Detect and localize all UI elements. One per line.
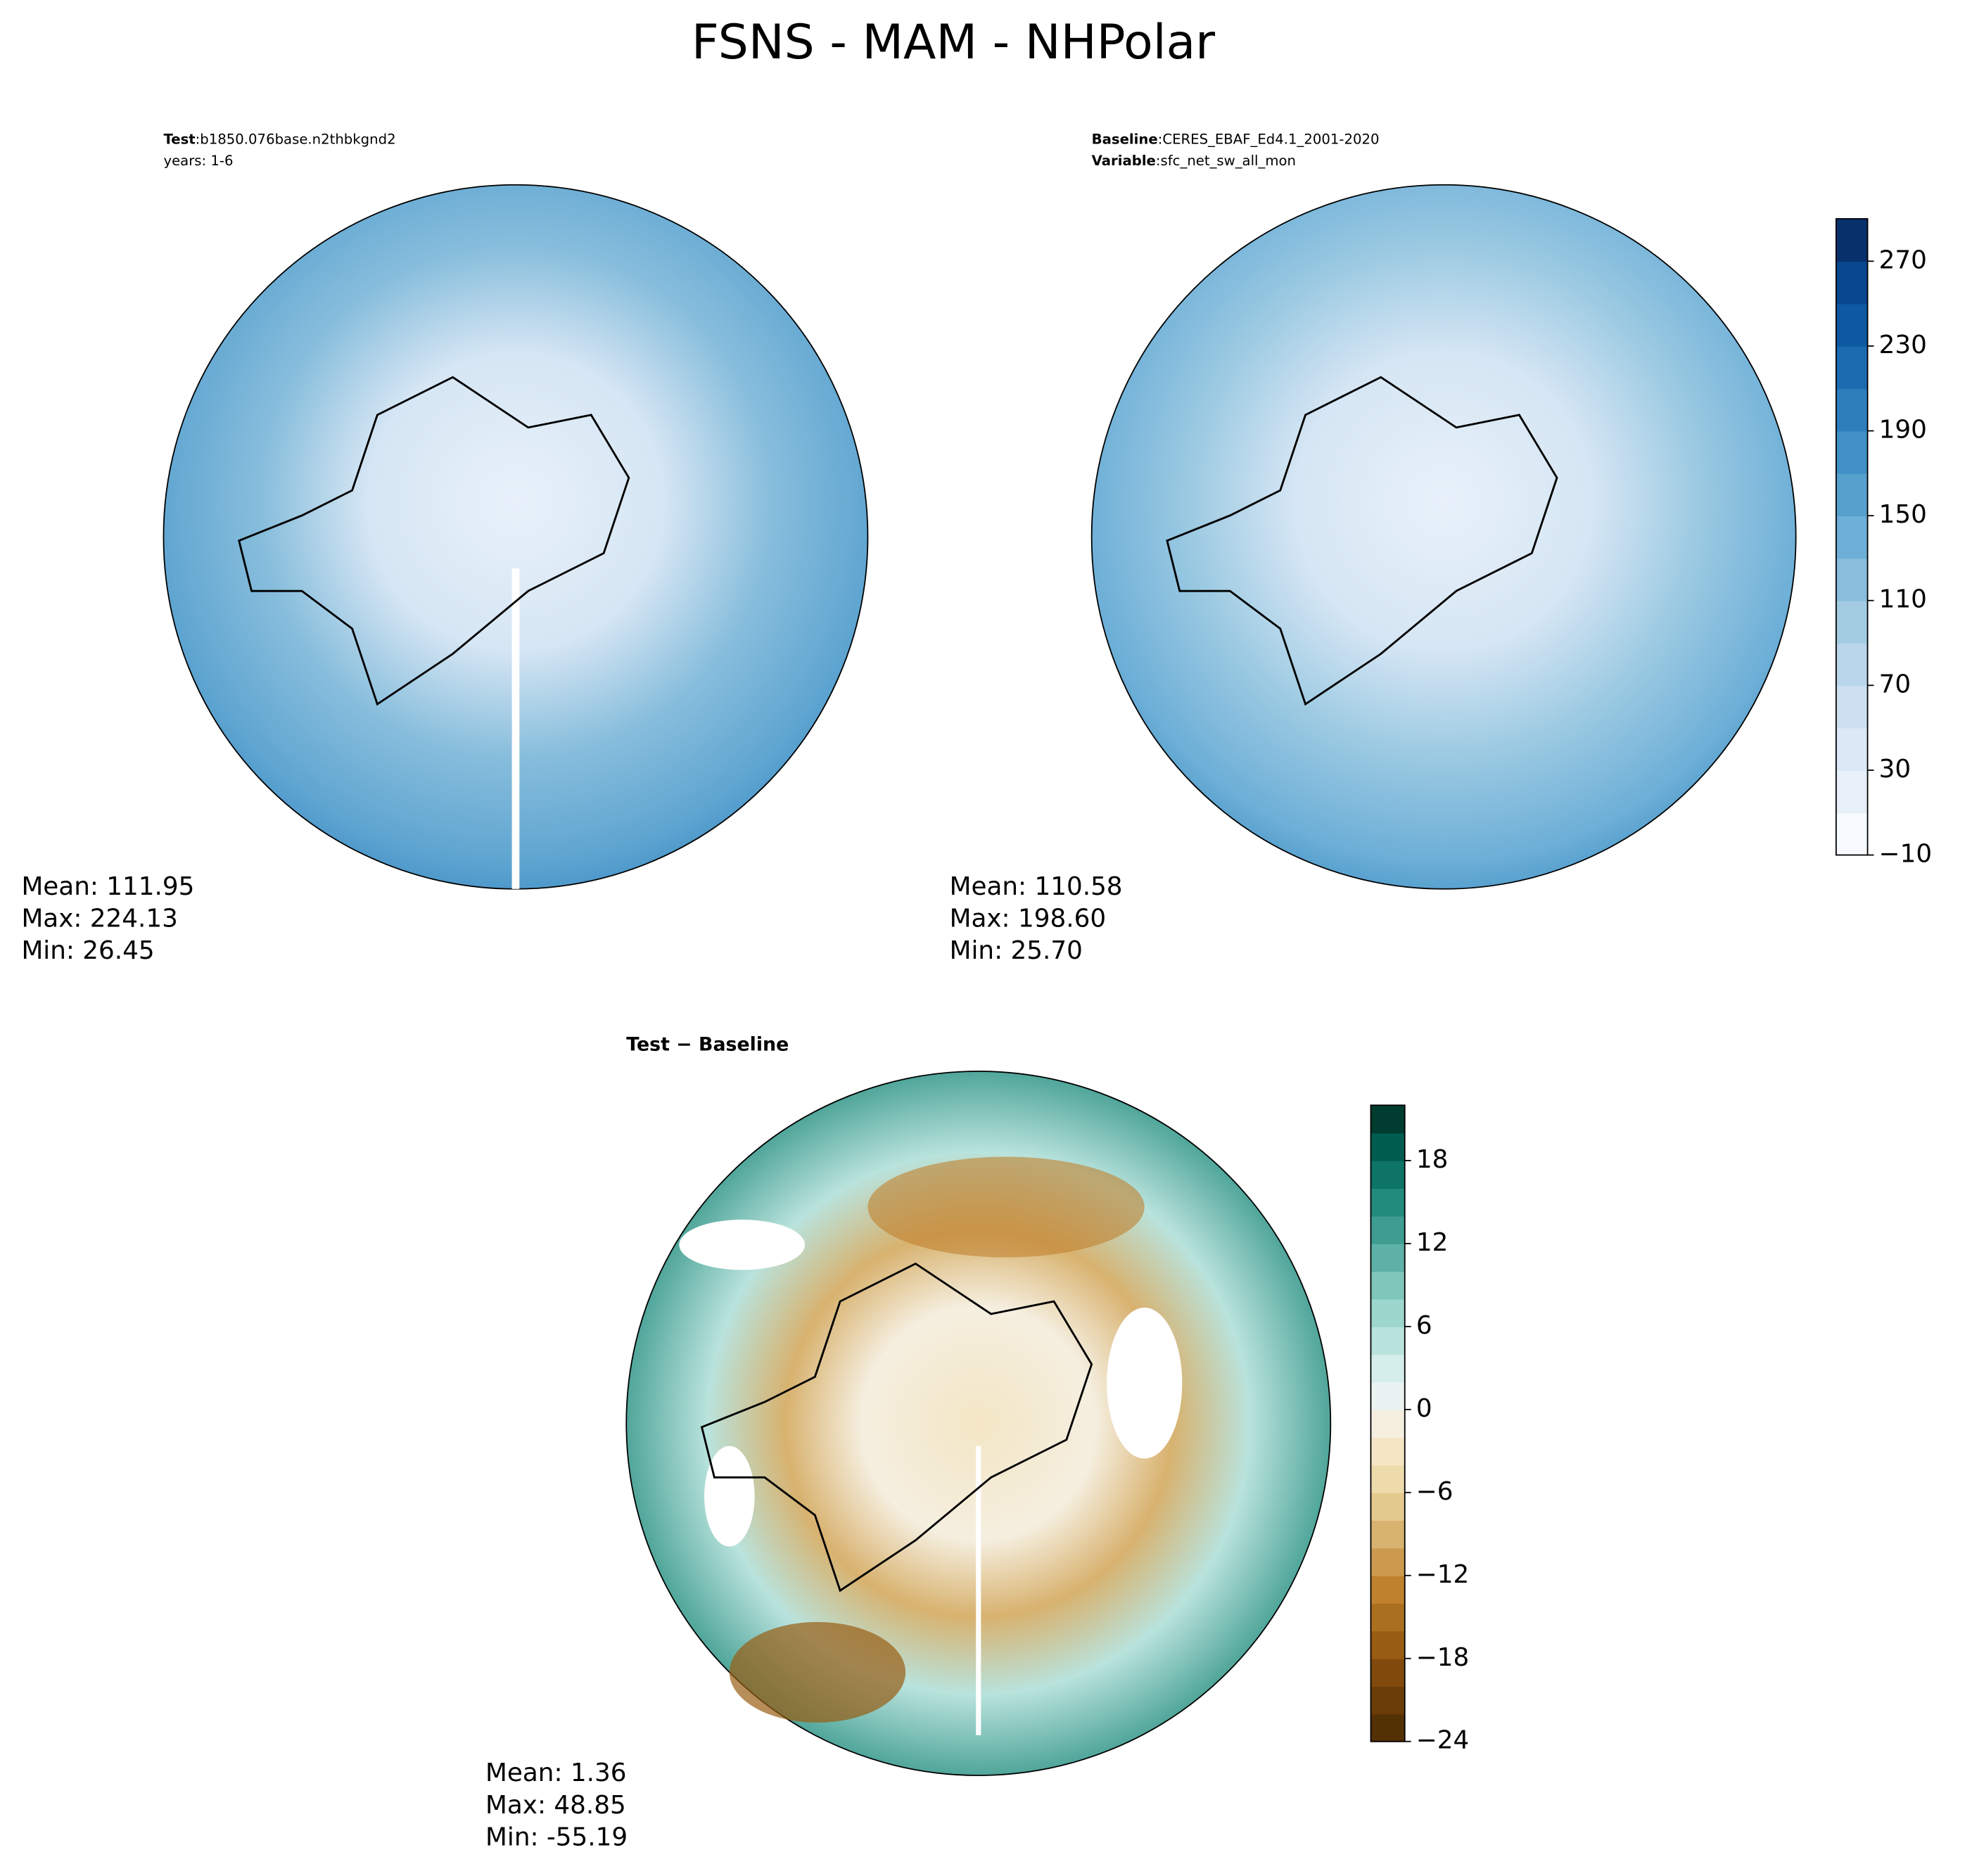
colorbar-band (1370, 1575, 1405, 1604)
header-key: Test − Baseline (626, 1033, 789, 1055)
header-key: Baseline (1092, 131, 1158, 147)
colorbar-band (1370, 1686, 1405, 1715)
colorbar-tick-label: −6 (1416, 1477, 1453, 1506)
colorbar-tick-label: 150 (1879, 500, 1927, 529)
header-line: Variable:sfc_net_sw_all_mon (1092, 152, 1296, 168)
header-text: :CERES_EBAF_Ed4.1_2001-2020 (1158, 131, 1380, 147)
colorbar-band (1370, 1492, 1405, 1521)
colorbar-band (1370, 1132, 1405, 1161)
colorbar-frame (1370, 1104, 1406, 1742)
colorbar-band (1836, 261, 1868, 305)
colorbar-tick-label: −18 (1416, 1643, 1469, 1672)
colorbar-band (1370, 1105, 1405, 1134)
colorbar-tick-label: 6 (1416, 1311, 1432, 1340)
colorbar-tick-label: 70 (1879, 670, 1911, 698)
colorbar-band (1370, 1215, 1405, 1244)
stat-line: Max: 48.85 (485, 1791, 626, 1820)
colorbar-tick-label: 110 (1879, 585, 1927, 614)
stat-line: Min: 25.70 (950, 936, 1083, 965)
colorbar-band (1370, 1548, 1405, 1576)
colorbar-band (1836, 219, 1868, 262)
colorbar-tick-label: −24 (1416, 1726, 1469, 1755)
header-line: Baseline:CERES_EBAF_Ed4.1_2001-2020 (1092, 131, 1380, 147)
colorbar-band (1836, 345, 1868, 390)
header-line: Test − Baseline (626, 1033, 789, 1055)
colorbar-band (1836, 516, 1868, 559)
header-key: Test (163, 131, 195, 147)
panel-header: Test − Baseline (626, 1033, 789, 1055)
figure-title: FSNS - MAM - NHPolar (692, 15, 1215, 70)
colorbar-band (1836, 388, 1868, 432)
panel-header: Test:b1850.076base.n2thbkgnd2 years: 1-6 (163, 131, 395, 168)
stat-line: Mean: 110.58 (950, 872, 1123, 901)
colorbar-tick-label: 30 (1879, 755, 1911, 784)
colorbar-band (1370, 1603, 1405, 1632)
stat-line: Min: -55.19 (485, 1823, 628, 1851)
colorbars: −10 30 70 110 150 190 230 270 −24 −18 −12 −6 0 6 12 18 (1370, 218, 1932, 1755)
colorbar-tick-label: 18 (1416, 1145, 1449, 1174)
colorbar-band (1370, 1160, 1405, 1189)
colorbar-tick-label: 0 (1416, 1394, 1432, 1423)
map-test (163, 184, 869, 890)
colorbar-band (1836, 430, 1868, 474)
colorbar-band (1836, 685, 1868, 729)
colorbar-band (1836, 812, 1868, 856)
colorbar-tick-label: 12 (1416, 1228, 1449, 1257)
colorbar-band (1370, 1631, 1405, 1659)
colorbar-frame (1835, 218, 1869, 856)
header-line: Test:b1850.076base.n2thbkgnd2 (163, 131, 395, 147)
colorbar-band (1370, 1188, 1405, 1217)
colorbar-band (1370, 1382, 1405, 1410)
stat-line: Min: 26.45 (21, 936, 154, 965)
header-line: years: 1-6 (163, 152, 233, 168)
colorbar-band (1836, 770, 1868, 814)
colorbar-band (1370, 1437, 1405, 1466)
map-baseline (1090, 184, 1797, 890)
colorbar-tick-label: 190 (1879, 416, 1927, 445)
colorbar-band (1370, 1243, 1405, 1272)
colorbar-band (1370, 1658, 1405, 1687)
colorbar-band (1836, 600, 1868, 644)
stat-line: Max: 198.60 (950, 905, 1106, 933)
colorbar-band (1370, 1520, 1405, 1549)
colorbar-band (1836, 727, 1868, 771)
map-difference (625, 1071, 1332, 1776)
colorbar-tick-label: −10 (1879, 840, 1932, 869)
colorbar-band (1370, 1298, 1405, 1327)
colorbar-band (1370, 1326, 1405, 1355)
colorbar-tick-label: −12 (1416, 1560, 1469, 1589)
colorbar-tick-label: 270 (1879, 245, 1927, 274)
panel-header: Baseline:CERES_EBAF_Ed4.1_2001-2020Varia… (1092, 131, 1380, 168)
colorbar-tick-label: 230 (1879, 331, 1927, 359)
colorbar-band (1836, 473, 1868, 517)
colorbar-band (1370, 1465, 1405, 1493)
header-text: :sfc_net_sw_all_mon (1156, 152, 1296, 168)
header-text: :b1850.076base.n2thbkgnd2 (196, 131, 396, 147)
colorbar-band (1370, 1409, 1405, 1438)
colorbar-band (1370, 1714, 1405, 1742)
stat-line: Mean: 111.95 (21, 872, 194, 901)
stat-line: Max: 224.13 (21, 905, 177, 933)
colorbar-band (1836, 643, 1868, 687)
colorbar-band (1836, 303, 1868, 347)
colorbar-band (1836, 558, 1868, 601)
stat-line: Mean: 1.36 (485, 1759, 626, 1787)
colorbar-band (1370, 1354, 1405, 1383)
header-text: years: 1-6 (163, 152, 233, 168)
header-key: Variable (1092, 152, 1156, 168)
colorbar-band (1370, 1271, 1405, 1300)
